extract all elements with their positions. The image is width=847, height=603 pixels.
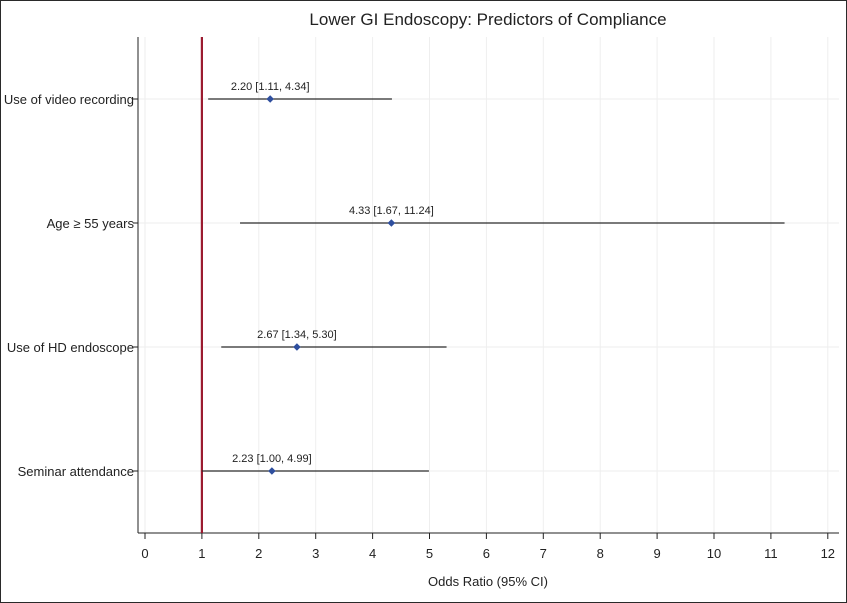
x-tick-label: 12 <box>821 546 835 561</box>
category-label: Use of HD endoscope <box>7 340 134 355</box>
estimate-annotation: 2.67 [1.34, 5.30] <box>257 329 337 341</box>
x-tick-label: 6 <box>483 546 490 561</box>
x-tick-label: 3 <box>312 546 319 561</box>
estimate-annotation: 4.33 [1.67, 11.24] <box>349 205 434 217</box>
category-label: Age ≥ 55 years <box>47 216 135 231</box>
x-tick-label: 9 <box>653 546 660 561</box>
x-tick-label: 10 <box>707 546 721 561</box>
x-tick-label: 5 <box>426 546 433 561</box>
x-tick-label: 8 <box>597 546 604 561</box>
estimate-annotation: 2.20 [1.11, 4.34] <box>231 81 310 93</box>
x-tick-label: 2 <box>255 546 262 561</box>
gridlines <box>138 37 839 533</box>
x-tick-label: 0 <box>141 546 148 561</box>
x-tick-label: 4 <box>369 546 376 561</box>
point-estimate <box>266 95 274 103</box>
chart-title: Lower GI Endoscopy: Predictors of Compli… <box>309 10 666 29</box>
category-label: Seminar attendance <box>18 464 134 479</box>
category-label: Use of video recording <box>4 92 134 107</box>
x-tick-label: 11 <box>764 546 778 561</box>
estimate-annotation: 2.23 [1.00, 4.99] <box>232 453 312 465</box>
x-tick-label: 1 <box>198 546 205 561</box>
point-estimate <box>387 219 396 227</box>
estimates: 2.20 [1.11, 4.34] 4.33 [1.67, 11.24] 2.67 … <box>201 81 785 475</box>
point-estimate <box>268 467 276 475</box>
point-estimate <box>293 343 301 351</box>
x-tick-label: 7 <box>540 546 547 561</box>
x-axis-title: Odds Ratio (95% CI) <box>428 574 548 589</box>
